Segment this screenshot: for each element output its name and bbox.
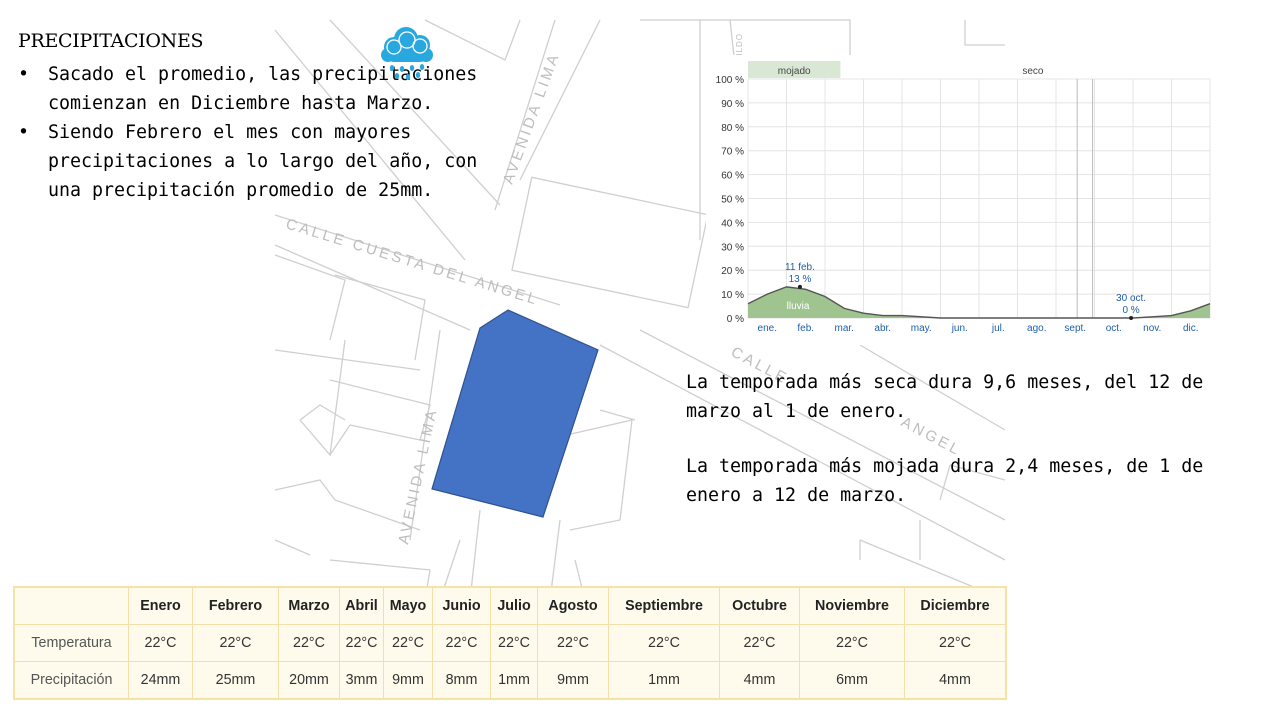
table-header-month: Octubre [719,586,800,625]
x-tick-label: may. [911,323,932,334]
table-cell: 6mm [799,661,905,700]
climate-table: Enero Febrero Marzo Abril Mayo Junio Jul… [13,586,1007,700]
band-label-wet: mojado [778,66,811,77]
annotation-date: 30 oct. [1116,293,1146,304]
table-header-month: Septiembre [608,586,720,625]
x-tick-label: ago. [1027,323,1046,334]
table-cell: 22°C [339,624,384,662]
y-tick-label: 0 % [727,314,744,325]
table-cell: 25mm [192,661,279,700]
table-cell: 4mm [719,661,800,700]
x-tick-label: jun. [951,323,968,334]
row-label: Temperatura [13,624,129,662]
table-cell: 9mm [537,661,609,700]
table-header-row: Enero Febrero Marzo Abril Mayo Junio Jul… [13,586,1007,625]
y-tick-label: 20 % [721,266,744,277]
map-label-calle-cuesta: CALLE CUESTA DEL ANGEL [284,216,541,309]
chart-svg: mojado seco 100 % 90 % 80 % 70 % 60 % 50 % 40 % 3… [716,61,1211,334]
x-tick-label: feb. [797,323,814,334]
table-header-month: Agosto [537,586,609,625]
wet-season-band [748,61,841,78]
bullet-dot: • [18,64,30,85]
table-cell: 22°C [432,624,491,662]
section-heading: PRECIPITACIONES [18,30,204,52]
bullet-dot: • [18,122,30,143]
site-plot [431,309,599,518]
annotation-value: 13 % [789,274,812,285]
area-label: lluvia [787,301,810,312]
bullet-text: Sacado el promedio, las precipitaciones … [48,64,478,114]
table-header-month: Junio [432,586,491,625]
table-cell: 22°C [799,624,905,662]
table-cell: 22°C [128,624,193,662]
wet-season-text: La temporada más mojada dura 2,4 meses, … [686,456,1204,506]
rain-cloud-icon [381,27,433,80]
table-cell: 22°C [537,624,609,662]
precipitation-chart: mojado seco 100 % 90 % 80 % 70 % 60 % 50 % 40 % 3… [706,55,1216,345]
table-body: Temperatura 22°C 22°C 22°C 22°C 22°C 22°C 22°C 2… [13,624,1007,700]
x-tick-label: dic. [1183,323,1199,334]
table-cell: 22°C [192,624,279,662]
table-cell: 8mm [432,661,491,700]
annotation-date: 11 feb. [785,262,815,273]
table-cell: 22°C [383,624,433,662]
map-label-bildo: BILDO [735,33,744,62]
y-tick-label: 70 % [721,147,744,158]
band-label-dry: seco [1022,66,1044,77]
table-row: Precipitación 24mm 25mm 20mm 3mm 9mm 8mm 1mm 9mm… [13,661,1007,700]
table-cell: 9mm [383,661,433,700]
x-tick-label: jul. [991,323,1005,334]
table-header-month: Noviembre [799,586,905,625]
table-header-empty [13,586,129,625]
table-cell: 24mm [128,661,193,700]
table-cell: 20mm [278,661,340,700]
table-cell: 1mm [608,661,720,700]
table-header-month: Marzo [278,586,340,625]
table-cell: 3mm [339,661,384,700]
x-tick-label: sept. [1064,323,1086,334]
y-tick-label: 50 % [721,195,744,206]
table-header-month: Julio [490,586,538,625]
y-tick-label: 30 % [721,242,744,253]
table-cell: 1mm [490,661,538,700]
y-tick-label: 60 % [721,171,744,182]
annotation-value: 0 % [1122,305,1139,316]
dry-season-text: La temporada más seca dura 9,6 meses, de… [686,372,1204,422]
table-cell: 22°C [904,624,1007,662]
bullet-list: • Sacado el promedio, las precipitaciones… [18,60,488,205]
table-cell: 22°C [719,624,800,662]
bullet-item: • Siendo Febrero el mes con mayores preci… [18,118,488,205]
series-line [747,286,1211,319]
x-tick-label: abr. [874,323,891,334]
y-tick-label: 40 % [721,218,744,229]
series-area [748,286,1210,318]
y-tick-label: 100 % [716,75,744,86]
x-tick-label: nov. [1143,323,1161,334]
table-cell: 4mm [904,661,1007,700]
x-tick-label: oct. [1106,323,1122,334]
x-tick-label: mar. [835,323,854,334]
table-header-month: Abril [339,586,384,625]
bullet-item: • Sacado el promedio, las precipitaciones… [18,60,488,118]
annotation-point [797,284,802,289]
x-tick-label: ene. [758,323,777,334]
y-tick-label: 90 % [721,99,744,110]
table-header-month: Febrero [192,586,279,625]
table-row: Temperatura 22°C 22°C 22°C 22°C 22°C 22°C 22°C 2… [13,624,1007,662]
y-tick-label: 80 % [721,123,744,134]
map-label-avenida-lima: AVENIDA LIMA [500,50,564,187]
map-label-avenida-lima-lower: AVENIDA LIMA [395,406,441,546]
table-cell: 22°C [490,624,538,662]
table-cell: 22°C [608,624,720,662]
table-cell: 22°C [278,624,340,662]
annotation-point [1129,316,1134,320]
row-label: Precipitación [13,661,129,700]
table-header-month: Diciembre [904,586,1007,625]
bullet-text: Siendo Febrero el mes con mayores precip… [48,122,478,201]
y-tick-label: 10 % [721,290,744,301]
table-header-month: Mayo [383,586,433,625]
table-header-month: Enero [128,586,193,625]
